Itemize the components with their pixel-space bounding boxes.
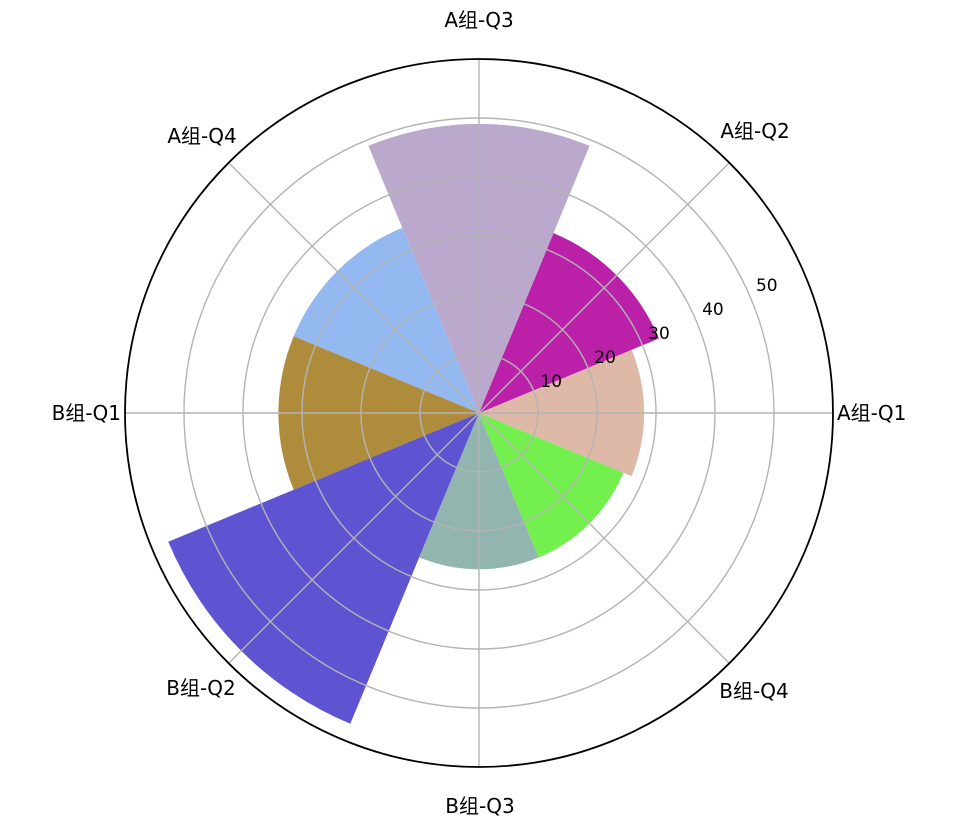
angular-gridline-315 [478, 412, 730, 664]
category-label-7: B组-Q4 [719, 679, 788, 703]
category-labels: A组-Q1 A组-Q2 A组-Q3 A组-Q4 B组-Q1 B组-Q2 B组-Q3 B组-Q4 [52, 8, 907, 818]
angular-grid [125, 59, 833, 767]
category-label-1: A组-Q2 [720, 119, 789, 143]
rtick-label-40: 40 [702, 300, 724, 320]
angular-gridline-45 [478, 162, 730, 414]
angular-gridline-135 [228, 162, 480, 414]
polar-spine-circle [124, 58, 834, 768]
rtick-label-30: 30 [648, 324, 670, 344]
category-label-4: B组-Q1 [52, 401, 121, 425]
rtick-label-20: 20 [594, 348, 616, 368]
radial-tick-labels: 10 20 30 40 50 [540, 276, 777, 392]
angular-gridline-225 [228, 412, 480, 664]
category-label-3: A组-Q4 [167, 124, 236, 148]
category-label-6: B组-Q3 [445, 794, 514, 818]
rtick-label-10: 10 [540, 372, 562, 392]
category-label-0: A组-Q1 [837, 401, 906, 425]
rtick-label-50: 50 [756, 276, 778, 296]
category-label-5: B组-Q2 [166, 676, 235, 700]
category-label-2: A组-Q3 [444, 8, 513, 32]
bars-layer [168, 123, 659, 724]
